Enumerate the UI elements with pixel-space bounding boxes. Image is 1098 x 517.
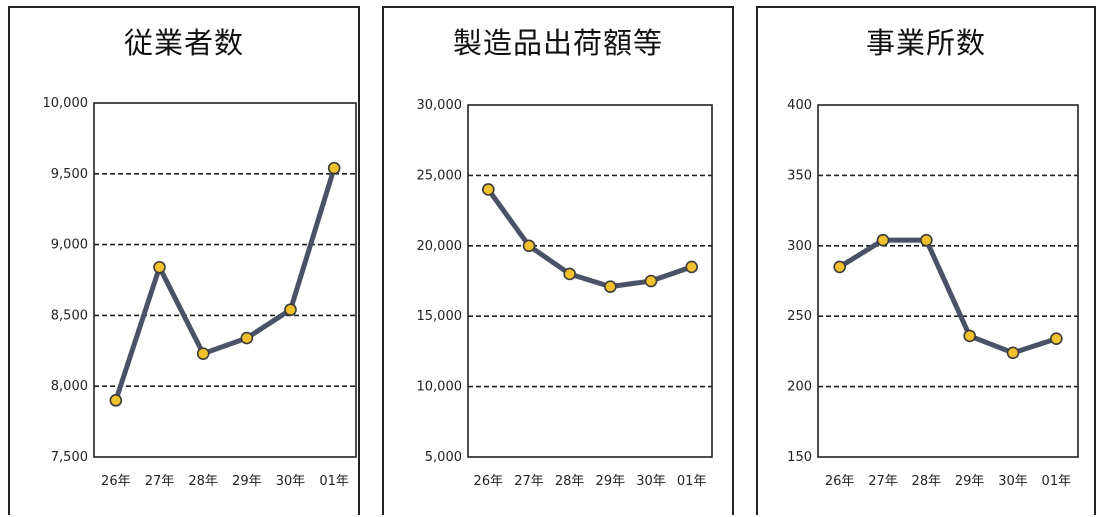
chart-title: 従業者数	[123, 26, 244, 60]
y-tick-label: 350	[787, 168, 812, 183]
chart-title: 製造品出荷額等	[452, 26, 663, 60]
data-point	[920, 233, 933, 247]
data-point	[963, 329, 976, 343]
x-tick-label: 29年	[596, 474, 626, 489]
x-tick-label: 01年	[319, 474, 349, 489]
series-line	[485, 186, 695, 290]
x-tick-label: 30年	[636, 474, 666, 489]
data-point	[196, 347, 210, 360]
data-point	[522, 239, 536, 253]
y-tick-label: 300	[787, 239, 812, 254]
chart-employees: 7,500 8,000 8,500 9,000 9,500 10,000 26年 27年 28年…	[43, 96, 357, 489]
y-tick-label: 9,500	[51, 167, 88, 182]
data-point	[833, 260, 846, 274]
plot-frame	[93, 102, 357, 458]
y-tick-label: 8,500	[51, 308, 88, 323]
data-point	[240, 331, 254, 345]
chart-establishments: 150 200 250 300 350 400 26年 27年 28年 29年 30年 01年	[787, 98, 1079, 489]
chart-panel-shipments: 製造品出荷額等 5,000 10,000 15,000 20,000 25,000 30,…	[382, 6, 734, 515]
chart-panel-establishments: 事業所数 150 200 250 300 350 400 26年 27年 28年 29年 30年 01…	[756, 6, 1096, 515]
chart-shipments: 5,000 10,000 15,000 20,000 25,000 30,000 26年 27…	[417, 98, 713, 489]
y-tick-label: 9,000	[51, 238, 88, 253]
x-tick-label: 01年	[677, 474, 707, 489]
data-point	[604, 280, 617, 293]
data-point	[1006, 346, 1020, 360]
x-tick-label: 30年	[276, 474, 306, 489]
plot-frame	[467, 104, 713, 458]
y-tick-label: 25,000	[417, 168, 463, 183]
y-tick-label: 8,000	[51, 379, 88, 394]
x-tick-label: 27年	[145, 474, 175, 489]
x-tick-label: 29年	[232, 474, 262, 489]
data-point	[876, 233, 890, 247]
x-tick-label: 26年	[474, 474, 504, 489]
data-point	[284, 303, 297, 317]
data-point	[1050, 332, 1063, 346]
y-tick-label: 200	[787, 380, 812, 395]
x-tick-label: 26年	[825, 474, 855, 489]
data-point	[327, 161, 341, 175]
y-tick-label: 30,000	[417, 98, 463, 113]
y-tick-label: 150	[787, 450, 812, 465]
y-tick-label: 7,500	[51, 450, 88, 465]
x-tick-label: 28年	[555, 474, 585, 489]
y-tick-label: 400	[787, 98, 812, 113]
x-tick-label: 26年	[101, 474, 131, 489]
y-tick-label: 250	[787, 309, 812, 324]
series-line	[113, 165, 337, 403]
x-tick-label: 30年	[998, 474, 1028, 489]
x-tick-label: 27年	[868, 474, 898, 489]
plot-frame	[817, 104, 1079, 458]
y-tick-label: 5,000	[425, 450, 462, 465]
data-point	[153, 260, 166, 274]
data-point	[109, 394, 123, 407]
y-tick-label: 10,000	[43, 96, 89, 111]
x-tick-label: 01年	[1042, 474, 1072, 489]
y-tick-label: 20,000	[417, 239, 463, 254]
data-point	[563, 267, 576, 281]
data-point	[644, 274, 658, 288]
x-tick-label: 29年	[955, 474, 985, 489]
data-point	[685, 260, 698, 274]
data-point	[482, 183, 495, 196]
y-tick-label: 10,000	[417, 380, 463, 395]
series-line	[837, 237, 1059, 356]
x-tick-label: 28年	[188, 474, 218, 489]
chart-title: 事業所数	[865, 26, 986, 60]
y-tick-label: 15,000	[417, 309, 463, 324]
x-tick-label: 27年	[514, 474, 544, 489]
chart-panel-employees: 従業者数 7,500 8,000 8,500 9,000 9,500 10,000 26年 2…	[8, 6, 360, 515]
x-tick-label: 28年	[912, 474, 942, 489]
